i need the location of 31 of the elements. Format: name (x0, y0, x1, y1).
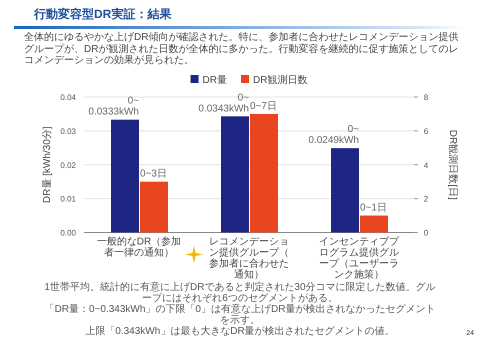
text: 「DR量：0~0.343kWh」の下限「0」は有意な上げDR量が検出されなかったセグメントを示す。 (44, 304, 436, 326)
y-tick-label: 0.00 (60, 228, 77, 237)
y2-axis-title: DR観測日数[日] (447, 129, 459, 200)
y2-tick-label: 2 (424, 194, 429, 204)
bar (331, 148, 359, 232)
y-tick-label: 0.03 (60, 126, 77, 136)
bar (360, 215, 388, 232)
y-tick-label: 0.04 (60, 92, 77, 102)
y2-tick-label: 6 (424, 126, 429, 136)
y-tick-label: 0.02 (60, 160, 77, 170)
chart-subtitle: 全体的にゆるやかな上げDR傾向が確認された。特に、参加者に合わせたレコメンデーション提供グループが、DRが観測された日数が全体的に多かった。行動変容を継続的に促す施策としてのレコメンデーションの効果が見られた。 (23, 32, 460, 66)
bar (111, 119, 139, 232)
data-label: 0~1日 (360, 202, 387, 214)
text: 上限「0.343kWh」は最も大きなDR量が検出されたセグメントの値。 (84, 326, 396, 337)
y2-tick-label: 0 (424, 228, 429, 237)
legend-label: DR観測日数 (253, 74, 308, 86)
x-tick-label: 一般的なDR（参加者一律の通知） (96, 235, 182, 258)
data-label: 0~3日 (140, 168, 167, 180)
chart-title: 行動変容型DR実証：結果 (32, 6, 172, 23)
x-tick-label: レコメンデーション提供グループ（参加者に合わせた通知） (209, 236, 289, 280)
data-label: 0~ 0.0333kWh (88, 95, 140, 118)
y2-tick-label: 4 (424, 160, 429, 170)
text: 1世帯平均。統計的に有意に上げDRであると判定された30分コマに限定した数値。グループにはそれぞれ6つのセグメントがある。 (44, 282, 436, 304)
legend-label: DR量 (202, 74, 227, 86)
data-label: 0~7日 (250, 100, 277, 112)
data-label: 0~ 0.0343kWh (198, 92, 250, 114)
x-tick-label: インセンティブプログラム提供グループ（ユーザーランク施策） (319, 235, 400, 280)
data-label: 0~ 0.0249kWh (308, 124, 360, 146)
y2-tick-label: 8 (424, 92, 429, 102)
y-axis-title: DR量 [kWh/30分] (41, 126, 53, 203)
y-tick-label: 0.01 (60, 194, 77, 204)
